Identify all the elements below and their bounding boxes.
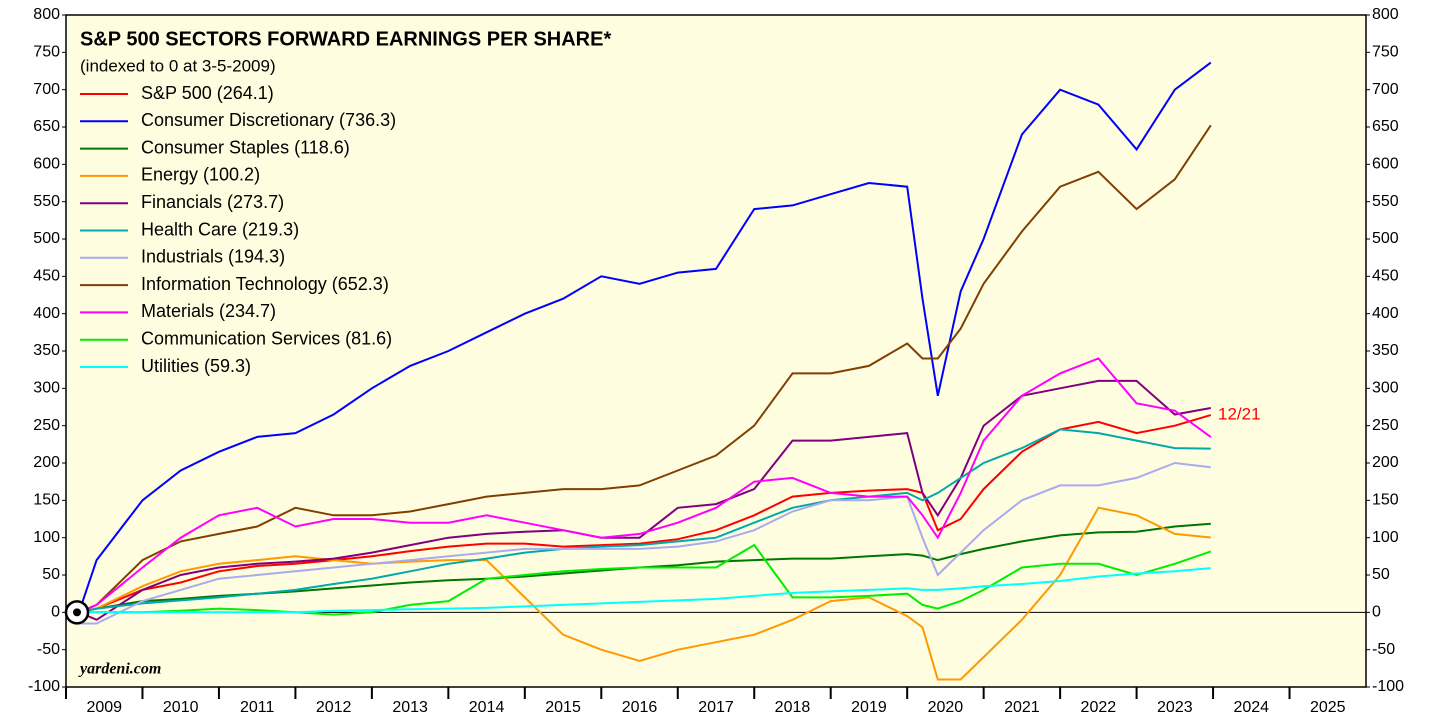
y-tick-label: 500	[33, 230, 60, 247]
legend-label: Consumer Discretionary (736.3)	[141, 110, 396, 130]
series-line	[78, 428, 1211, 614]
x-tick-label: 2018	[775, 699, 811, 716]
legend-label: Communication Services (81.6)	[141, 328, 392, 348]
y-tick-label: 400	[33, 305, 60, 322]
y2-tick-label: 400	[1372, 305, 1399, 322]
x-tick-label: 2013	[392, 699, 428, 716]
y2-tick-label: 150	[1372, 492, 1399, 509]
x-tick-label: 2024	[1233, 699, 1269, 716]
origin-dot	[73, 608, 81, 617]
y-tick-label: 750	[33, 44, 60, 61]
y-tick-label: -50	[37, 641, 60, 658]
x-tick-label: 2016	[622, 699, 658, 716]
y-tick-label: 0	[51, 604, 60, 621]
x-tick-label: 2011	[240, 699, 275, 716]
chart-title: S&P 500 SECTORS FORWARD EARNINGS PER SHA…	[80, 28, 611, 50]
y2-tick-label: 550	[1372, 193, 1399, 210]
plot-area	[65, 14, 1367, 688]
x-tick-label: 2020	[928, 699, 964, 716]
source: yardeni.com	[78, 661, 161, 678]
y-tick-label: -100	[28, 678, 60, 695]
x-tick-label: 2019	[851, 699, 887, 716]
series-line	[78, 414, 1212, 614]
y-tick-label: 600	[33, 156, 60, 173]
y2-tick-label: 450	[1372, 268, 1399, 285]
y-tick-label: 700	[33, 81, 60, 98]
legend-label: Materials (234.7)	[141, 301, 276, 321]
y2-tick-label: -100	[1372, 678, 1404, 695]
y2-tick-label: 100	[1372, 529, 1399, 546]
y-tick-label: 800	[33, 6, 60, 23]
x-tick-label: 2010	[163, 699, 199, 716]
series-line	[78, 506, 1211, 681]
legend-label: Industrials (194.3)	[141, 247, 285, 267]
y2-tick-label: 0	[1372, 604, 1381, 621]
series-line	[78, 379, 1211, 621]
x-tick-label: 2022	[1081, 699, 1117, 716]
series-line	[78, 61, 1212, 613]
legend-label: Financials (273.7)	[141, 192, 284, 212]
y2-tick-label: 300	[1372, 380, 1399, 397]
series-line	[79, 567, 1211, 614]
x-tick-label: 2025	[1310, 699, 1346, 716]
y-tick-label: 250	[33, 417, 60, 434]
y2-tick-label: 800	[1372, 6, 1399, 23]
x-tick-label: 2012	[316, 699, 352, 716]
x-tick-label: 2014	[469, 699, 505, 716]
legend-label: Energy (100.2)	[141, 165, 260, 185]
annotation: 12/21	[1218, 404, 1261, 423]
y-tick-label: 300	[33, 380, 60, 397]
y2-tick-label: 700	[1372, 81, 1399, 98]
x-tick-label: 2021	[1004, 699, 1040, 716]
legend-label: Health Care (219.3)	[141, 219, 299, 239]
y2-tick-label: 350	[1372, 342, 1399, 359]
y-tick-label: 450	[33, 268, 60, 285]
y2-tick-label: 250	[1372, 417, 1399, 434]
series-line	[79, 543, 1212, 616]
chart-subtitle: (indexed to 0 at 3-5-2009)	[80, 56, 276, 75]
y2-tick-label: 500	[1372, 230, 1399, 247]
y2-tick-label: -50	[1372, 641, 1395, 658]
y2-tick-label: 650	[1372, 118, 1399, 135]
legend-label: Utilities (59.3)	[141, 356, 251, 376]
series-line	[78, 357, 1212, 614]
legend-label: S&P 500 (264.1)	[141, 83, 274, 103]
series-line	[78, 124, 1212, 614]
y-tick-label: 350	[33, 342, 60, 359]
legend-label: Information Technology (652.3)	[141, 274, 389, 294]
x-tick-label: 2023	[1157, 699, 1193, 716]
y2-tick-label: 200	[1372, 454, 1399, 471]
y2-tick-label: 50	[1372, 566, 1390, 583]
y-tick-label: 650	[33, 118, 60, 135]
y2-tick-label: 750	[1372, 44, 1399, 61]
legend-label: Consumer Staples (118.6)	[141, 137, 350, 157]
y-tick-label: 100	[33, 529, 60, 546]
x-tick-label: 2015	[545, 699, 581, 716]
y-tick-label: 200	[33, 454, 60, 471]
x-tick-label: 2017	[698, 699, 734, 716]
series-line	[79, 461, 1211, 625]
y2-tick-label: 600	[1372, 156, 1399, 173]
y-tick-label: 50	[42, 566, 60, 583]
y-tick-label: 550	[33, 193, 60, 210]
x-tick-label: 2009	[86, 699, 122, 716]
y-tick-label: 150	[33, 492, 60, 509]
